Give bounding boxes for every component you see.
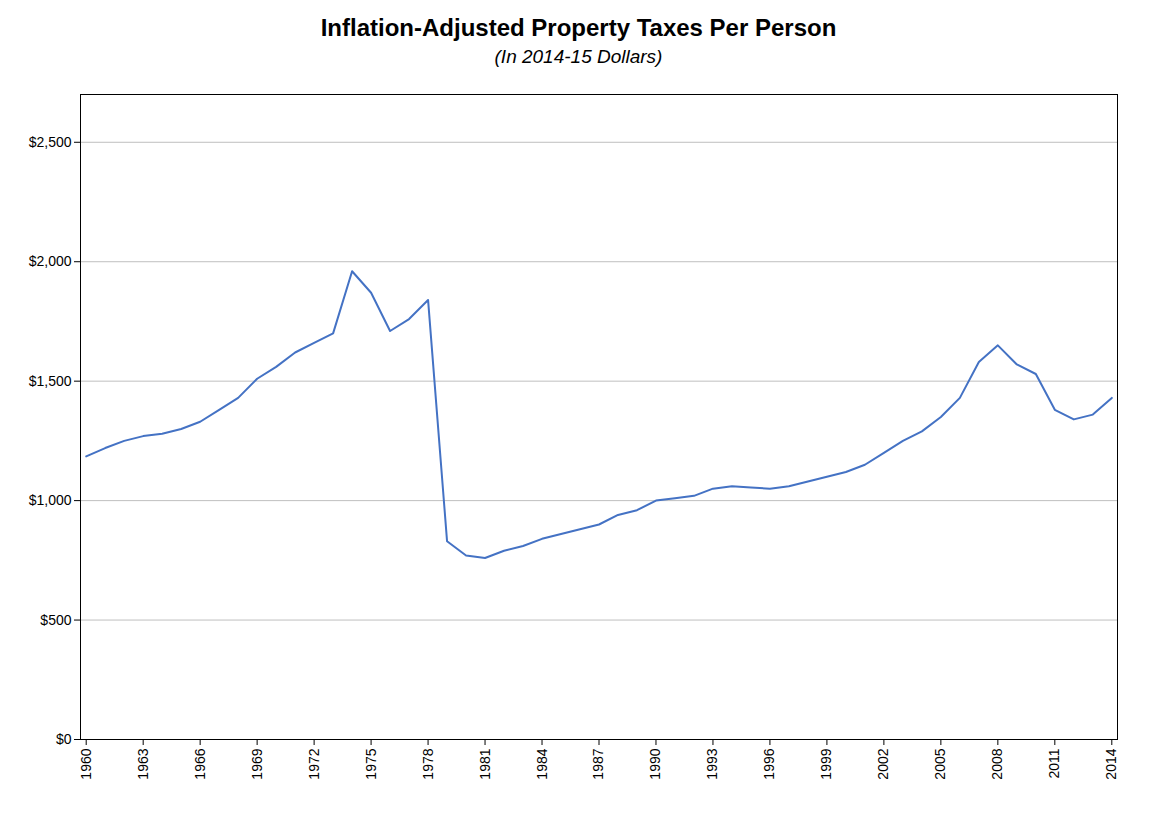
svg-text:1975: 1975	[363, 748, 379, 779]
svg-text:1972: 1972	[306, 748, 322, 779]
svg-text:$1,000: $1,000	[29, 492, 72, 508]
svg-text:$2,500: $2,500	[29, 134, 72, 150]
svg-text:1993: 1993	[704, 748, 720, 779]
svg-text:1960: 1960	[78, 748, 94, 779]
svg-text:1981: 1981	[477, 748, 493, 779]
svg-text:1969: 1969	[249, 748, 265, 779]
svg-text:2014: 2014	[1103, 748, 1119, 779]
svg-text:$500: $500	[40, 612, 71, 628]
svg-text:1996: 1996	[761, 748, 777, 779]
svg-text:2002: 2002	[875, 748, 891, 779]
svg-text:1966: 1966	[192, 748, 208, 779]
svg-text:1987: 1987	[590, 748, 606, 779]
svg-text:$2,000: $2,000	[29, 253, 72, 269]
svg-text:$1,500: $1,500	[29, 373, 72, 389]
svg-text:1984: 1984	[534, 748, 550, 779]
svg-text:1999: 1999	[818, 748, 834, 779]
svg-text:1990: 1990	[647, 748, 663, 779]
svg-text:1963: 1963	[135, 748, 151, 779]
svg-text:2008: 2008	[989, 748, 1005, 779]
svg-text:2011: 2011	[1046, 748, 1062, 778]
svg-text:$0: $0	[56, 731, 72, 747]
svg-text:1978: 1978	[420, 748, 436, 779]
html-text:(In 2014-15 Dollars): (In 2014-15 Dollars)	[494, 46, 663, 67]
svg-text:2005: 2005	[932, 748, 948, 779]
html-text:Inflation-Adjusted Property Ta: Inflation-Adjusted Property Taxes Per Pe…	[320, 14, 837, 41]
